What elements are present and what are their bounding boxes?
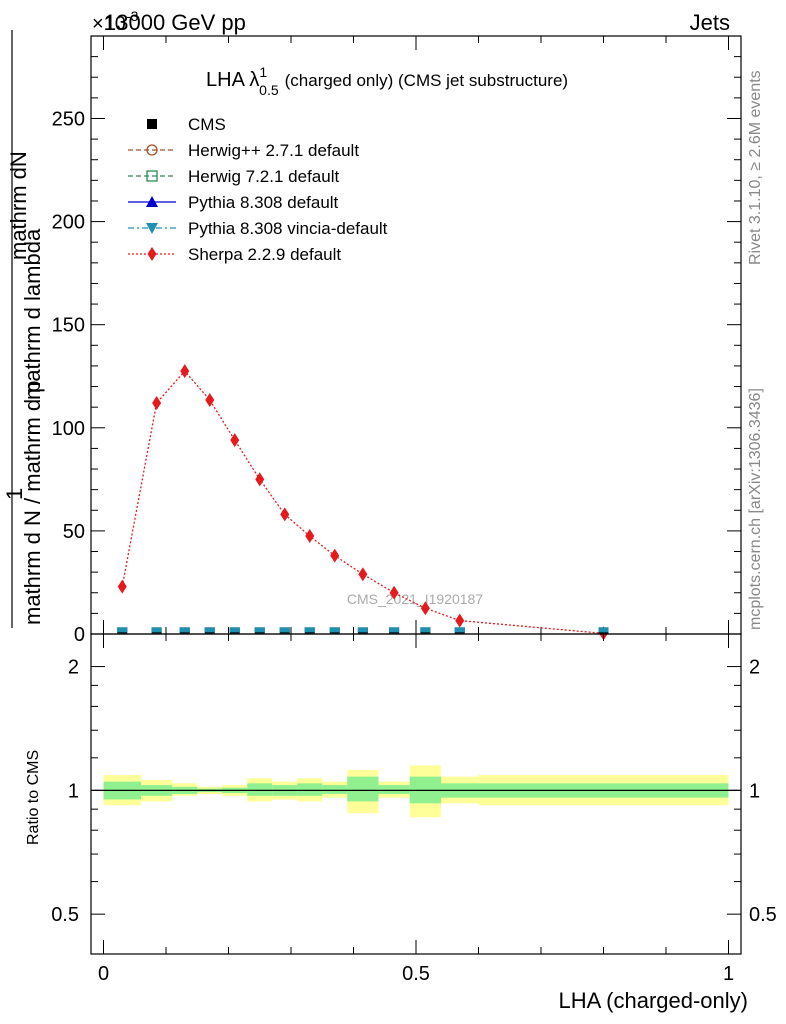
ratio-band-green <box>347 776 379 802</box>
ratio-band-green <box>322 785 348 794</box>
sherpa-point <box>152 396 162 411</box>
y-tick-label: 150 <box>52 315 85 337</box>
sherpa-point <box>205 392 215 407</box>
y-tick-label: 100 <box>52 418 85 440</box>
svg-text:mathrm d N / mathrm d p: mathrm d N / mathrm d p <box>20 380 45 625</box>
sherpa-point <box>420 601 430 616</box>
ratio-band-green <box>247 783 273 796</box>
sherpa-point <box>255 472 265 487</box>
ratio-y-tick-label-right: 0.5 <box>749 904 777 926</box>
legend-marker <box>147 119 157 129</box>
x-tick-label: 0 <box>98 963 109 985</box>
ratio-bands <box>91 765 741 818</box>
legend-entry: Pythia 8.308 vincia-default <box>128 219 388 238</box>
ratio-y-tick-label: 1 <box>68 780 79 802</box>
legend-marker <box>146 223 158 234</box>
mc-overlay-point <box>179 627 190 633</box>
exponent-label: ×10-3 <box>92 8 139 35</box>
sherpa-point <box>455 613 465 628</box>
legend-label: Pythia 8.308 default <box>188 193 339 212</box>
legend-entry: Pythia 8.308 default <box>128 193 339 212</box>
sherpa-point <box>358 567 368 582</box>
y-tick-label: 50 <box>63 521 85 543</box>
ratio-band-green <box>297 783 323 796</box>
ratio-y-label: Ratio to CMS <box>25 750 42 845</box>
sherpa-point <box>389 585 399 600</box>
legend-marker <box>147 247 157 261</box>
main-y-label: 1 mathrm dN mathrm d lambda mathrm d N /… <box>2 30 45 628</box>
sherpa-point <box>180 364 190 379</box>
rivet-label: Rivet 3.1.10, ≥ 2.6M events <box>747 70 764 265</box>
sherpa-point <box>230 433 240 448</box>
mc-overlay-point <box>229 627 240 633</box>
mc-overlay-point <box>204 627 215 633</box>
x-tick-label: 1 <box>723 963 734 985</box>
mc-overlay-point <box>598 627 609 633</box>
mc-overlay-point <box>454 627 465 633</box>
main-y-axis: 0 50 100 150 200 250 <box>52 56 741 646</box>
legend-entry: CMS <box>147 115 226 134</box>
svg-text:mathrm d lambda: mathrm d lambda <box>20 228 45 400</box>
mc-overlay-point <box>420 627 431 633</box>
sherpa-line <box>121 370 604 635</box>
legend-label: Sherpa 2.2.9 default <box>188 245 341 264</box>
legend-label: Pythia 8.308 vincia-default <box>188 219 388 238</box>
sherpa-point <box>117 579 127 594</box>
mc-overlay-point <box>279 627 290 633</box>
ratio-y-tick-label: 2 <box>68 657 79 679</box>
legend-marker <box>146 170 158 182</box>
header-right: Jets <box>690 10 730 35</box>
watermark: CMS_2021_I1920187 <box>347 591 483 607</box>
svg-text:1: 1 <box>2 488 27 500</box>
x-tick-label: 0.5 <box>402 963 430 985</box>
mc-overlay-point <box>389 627 400 633</box>
sherpa-point <box>280 507 290 522</box>
chart-title: LHA λ1 0.5 (charged only) (CMS jet substru… <box>206 64 568 98</box>
sherpa-point <box>330 548 340 563</box>
main-series <box>117 364 609 641</box>
y-tick-label: 250 <box>52 108 85 130</box>
ratio-x-axis: 0 0.5 1 <box>98 634 734 985</box>
legend-marker <box>146 196 158 207</box>
x-axis-label: LHA (charged-only) <box>558 988 748 1013</box>
legend-entry: Herwig 7.2.1 default <box>128 167 339 186</box>
legend-label: Herwig 7.2.1 default <box>188 167 339 186</box>
y-tick-label: 0 <box>74 624 85 646</box>
sherpa-point <box>305 529 315 544</box>
legend-entry: Sherpa 2.2.9 default <box>128 245 341 264</box>
y-tick-label: 200 <box>52 212 85 234</box>
mcplots-label: mcplots.cern.ch [arXiv:1306.3436] <box>747 388 764 630</box>
mc-overlay-point <box>254 627 265 633</box>
legend-label: CMS <box>188 115 226 134</box>
ratio-y-tick-label-right: 2 <box>749 657 760 679</box>
ratio-y-tick-label-right: 1 <box>749 780 760 802</box>
mc-overlay-point <box>357 627 368 633</box>
legend: CMS Herwig++ 2.7.1 default Herwig 7.2.1 de… <box>128 115 388 264</box>
svg-text:mathrm dN: mathrm dN <box>6 151 31 260</box>
main-x-axis <box>103 36 729 634</box>
header-left: 13000 GeV pp <box>104 10 246 35</box>
legend-entry: Herwig++ 2.7.1 default <box>128 141 359 160</box>
mc-overlay-point <box>117 627 128 633</box>
mc-overlay-point <box>151 627 162 633</box>
ratio-band-green <box>378 785 410 794</box>
ratio-y-axis: 0.5 0.5 1 1 2 2 <box>51 657 777 927</box>
mc-overlay-point <box>304 627 315 633</box>
ratio-y-tick-label: 0.5 <box>51 904 79 926</box>
legend-marker <box>146 144 158 156</box>
legend-label: Herwig++ 2.7.1 default <box>188 141 359 160</box>
mc-overlay-point <box>329 627 340 633</box>
